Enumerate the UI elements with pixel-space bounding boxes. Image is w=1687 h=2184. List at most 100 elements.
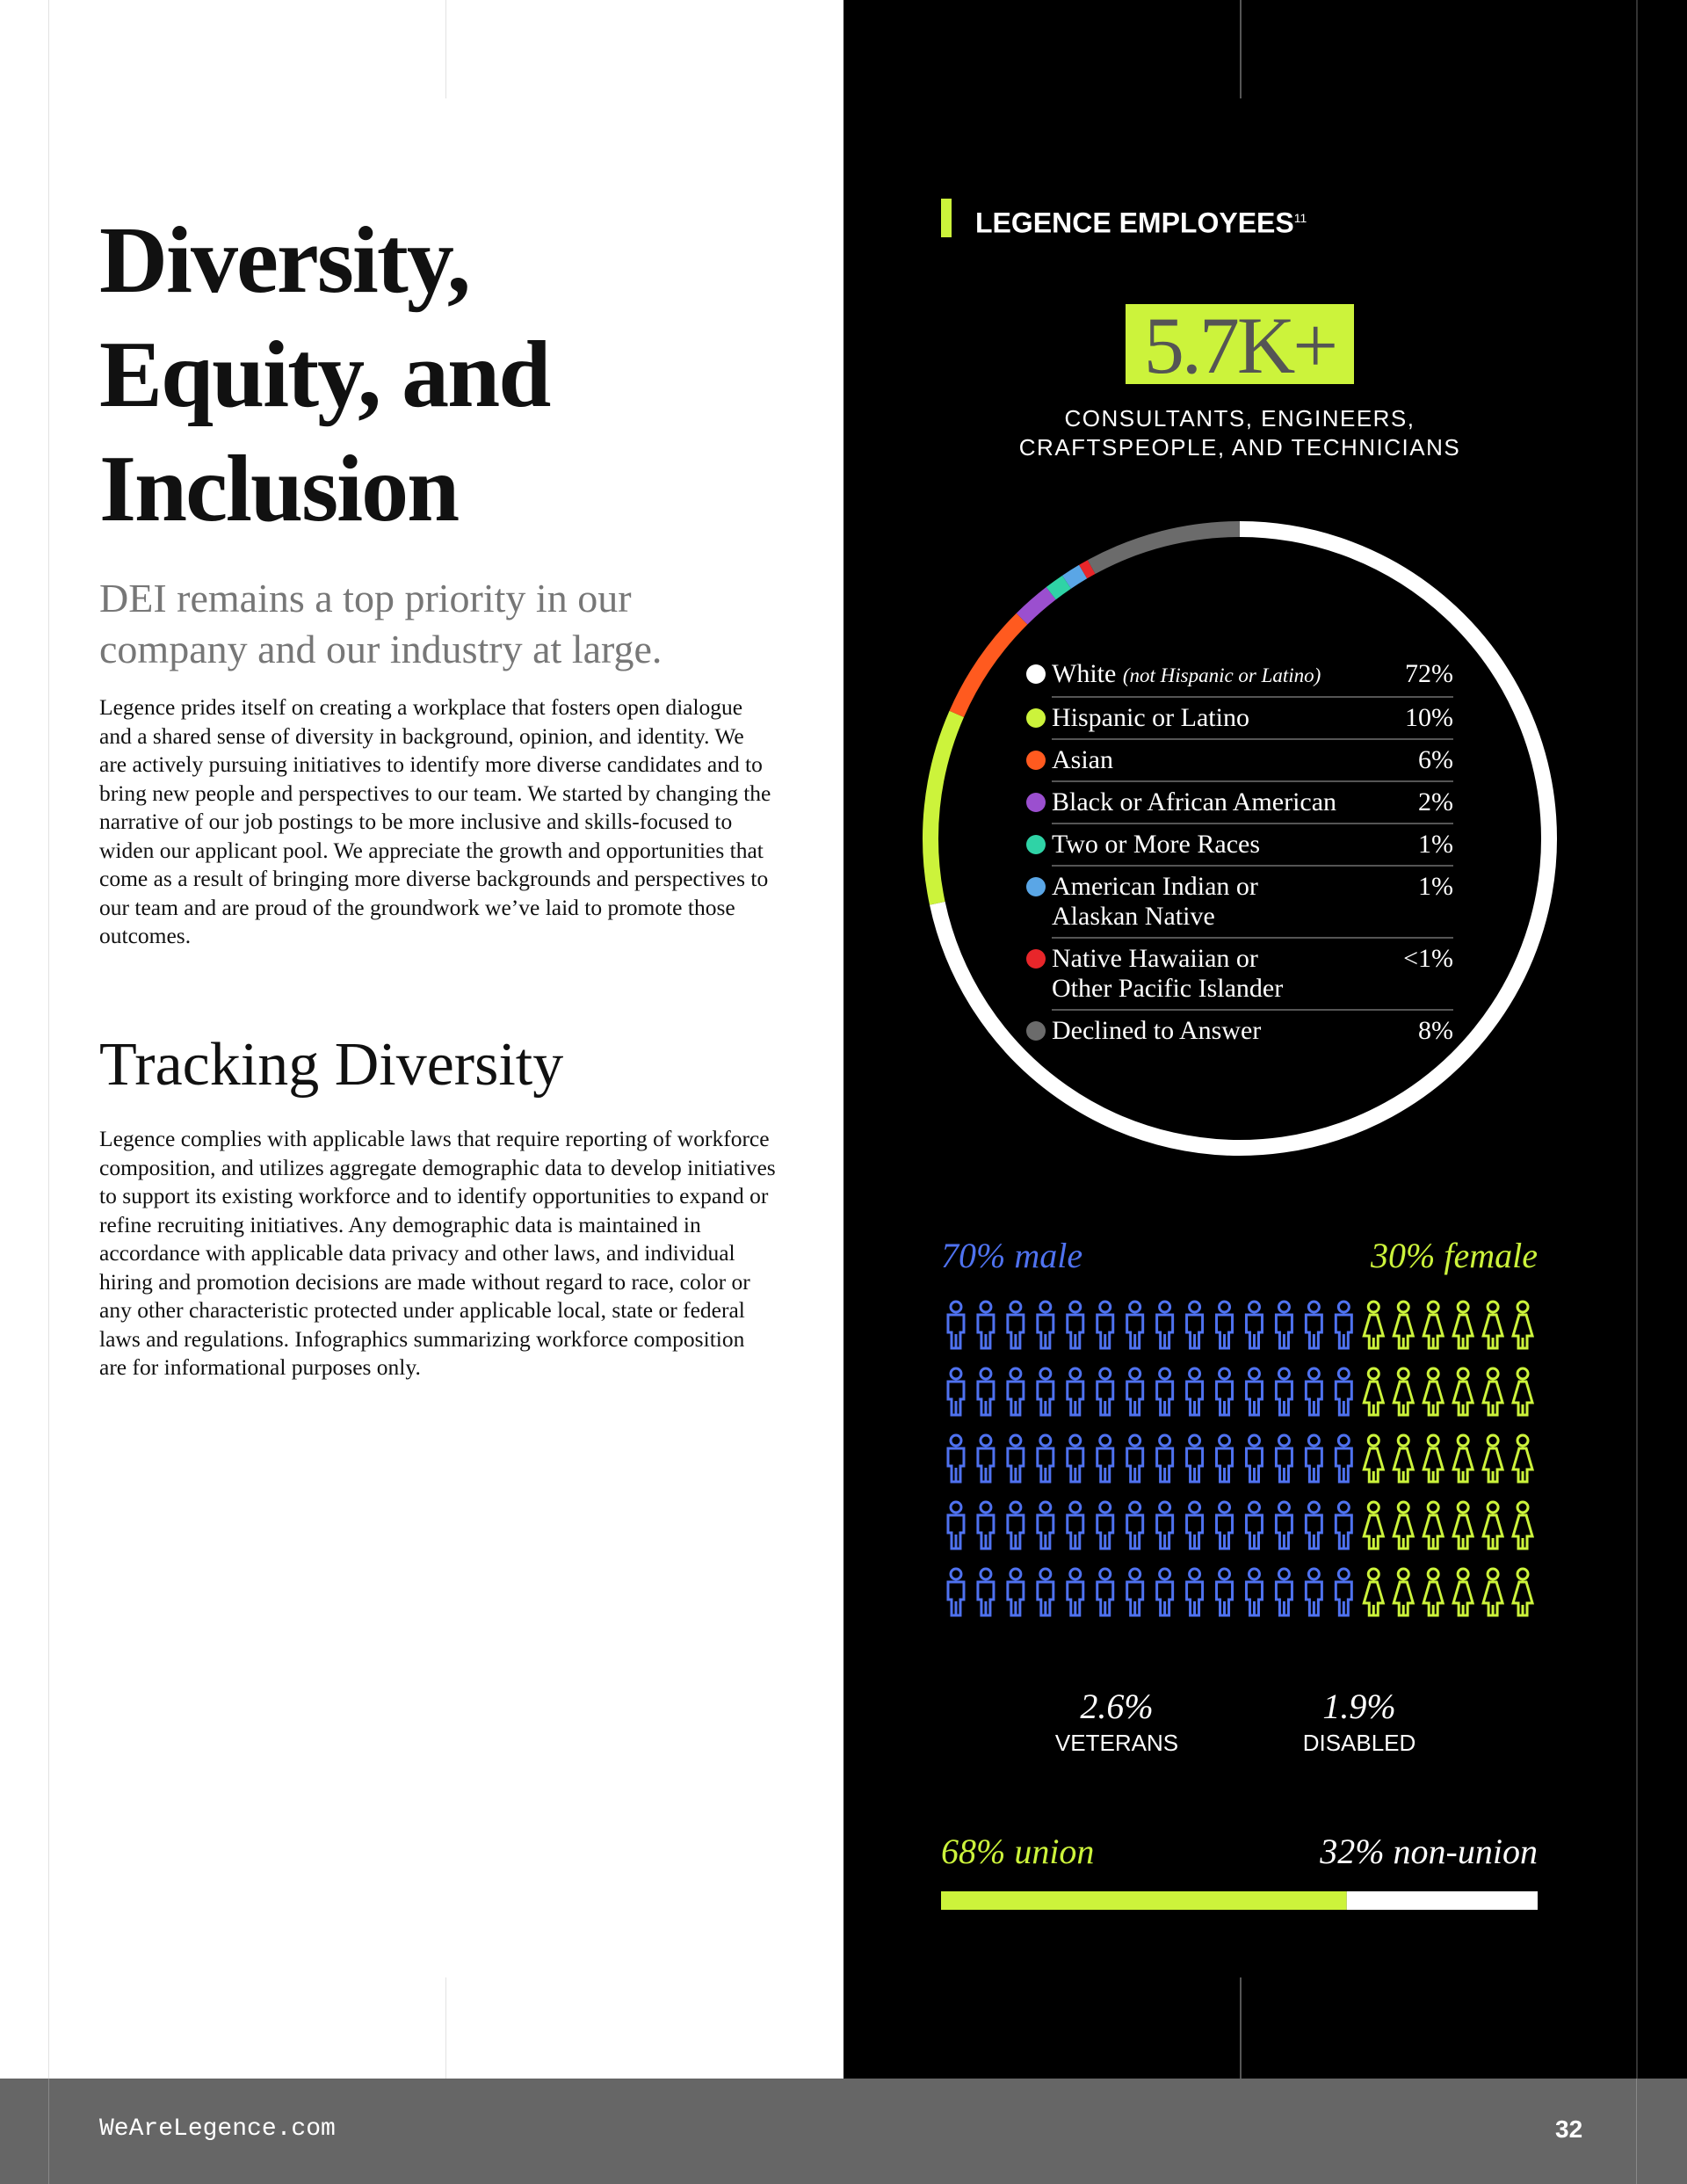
icon-head	[1307, 1433, 1321, 1448]
icon-head	[1039, 1433, 1053, 1448]
male-icon	[946, 1500, 966, 1550]
male-icon	[1096, 1433, 1115, 1484]
icon-body	[1334, 1513, 1353, 1550]
icon-head	[1426, 1300, 1440, 1314]
legend-name: Two or More Races	[1052, 830, 1418, 860]
footer-url[interactable]: WeAreLegence.com	[99, 2115, 336, 2143]
icon-head	[1039, 1567, 1053, 1581]
icon-head	[1456, 1300, 1470, 1314]
male-icon	[1215, 1367, 1234, 1417]
icon-body	[1185, 1580, 1205, 1617]
male-icon	[1036, 1300, 1055, 1350]
male-icon	[1215, 1433, 1234, 1484]
icon-body	[1215, 1380, 1234, 1417]
icon-head	[1039, 1300, 1053, 1314]
icon-head	[1068, 1367, 1082, 1381]
icon-body	[1422, 1513, 1445, 1550]
section-text: Legence complies with applicable laws th…	[99, 1126, 776, 1380]
female-icon	[1392, 1367, 1415, 1417]
female-icon	[1481, 1567, 1505, 1617]
legend-dot	[1026, 877, 1046, 896]
male-icon	[1334, 1300, 1353, 1350]
icon-body	[1244, 1447, 1263, 1484]
female-icon	[1422, 1367, 1445, 1417]
female-icon	[1511, 1500, 1535, 1550]
icon-head	[1336, 1567, 1350, 1581]
male-icon	[1274, 1300, 1293, 1350]
icon-body	[1481, 1380, 1505, 1417]
panel-heading: LEGENCE EMPLOYEES11	[975, 200, 1307, 241]
female-icon	[1362, 1433, 1386, 1484]
icon-head	[1307, 1300, 1321, 1314]
icon-head	[1128, 1300, 1142, 1314]
stat: 1.9% DISABLED	[1271, 1686, 1447, 1758]
female-icon	[1511, 1367, 1535, 1417]
icon-body	[1006, 1580, 1025, 1617]
icon-head	[1396, 1500, 1410, 1514]
heading-bar	[941, 199, 952, 237]
female-icon	[1452, 1500, 1475, 1550]
legend-dot	[1026, 708, 1046, 728]
footnote: 11	[1293, 211, 1307, 225]
female-icon	[1481, 1433, 1505, 1484]
intro-text: Legence prides itself on creating a work…	[99, 694, 771, 948]
guide-line	[445, 0, 446, 98]
legend-dot	[1026, 1021, 1046, 1041]
legend-value: 1%	[1418, 830, 1453, 859]
subtitle: DEI remains a top priority in our compan…	[99, 576, 662, 671]
legend-label: Hispanic or Latino	[1052, 703, 1249, 732]
icon-body	[1274, 1313, 1293, 1350]
icon-body	[1511, 1380, 1535, 1417]
icon-head	[1128, 1367, 1142, 1381]
male-icon	[1006, 1433, 1025, 1484]
male-icon	[946, 1300, 966, 1350]
icon-head	[1307, 1367, 1321, 1381]
legend-name: Hispanic or Latino	[1052, 703, 1405, 733]
male-icon	[1334, 1500, 1353, 1550]
icon-body	[1185, 1513, 1205, 1550]
icon-head	[1426, 1500, 1440, 1514]
icon-body	[946, 1313, 966, 1350]
icon-head	[1128, 1433, 1142, 1448]
icon-body	[1422, 1580, 1445, 1617]
icon-head	[1486, 1300, 1500, 1314]
male-icon	[1126, 1433, 1145, 1484]
female-icon	[1392, 1433, 1415, 1484]
icon-body	[1362, 1580, 1386, 1617]
icon-body	[1274, 1447, 1293, 1484]
icon-head	[1158, 1367, 1172, 1381]
icon-body	[1452, 1513, 1475, 1550]
male-icon	[1304, 1500, 1323, 1550]
icon-body	[1334, 1580, 1353, 1617]
icon-head	[1218, 1300, 1232, 1314]
legend-dot	[1026, 793, 1046, 812]
icon-head	[1277, 1433, 1291, 1448]
icon-body	[1334, 1380, 1353, 1417]
icon-body	[946, 1513, 966, 1550]
icon-body	[1215, 1447, 1234, 1484]
legend-dot	[1026, 751, 1046, 770]
icon-body	[1362, 1513, 1386, 1550]
male-icon	[1066, 1300, 1085, 1350]
legend-name: Black or African American	[1052, 787, 1418, 817]
icon-head	[1516, 1367, 1530, 1381]
male-icon	[1096, 1500, 1115, 1550]
legend-item: Asian 6%	[1026, 740, 1453, 782]
icon-head	[1218, 1367, 1232, 1381]
legend-name: Native Hawaiian or Other Pacific Islande…	[1052, 944, 1403, 1004]
stat-label: DISABLED	[1302, 1730, 1416, 1756]
male-icon	[1155, 1433, 1175, 1484]
male-icon	[1215, 1567, 1234, 1617]
icon-body	[946, 1447, 966, 1484]
bar-label: 68% union	[941, 1832, 1094, 1871]
icon-head	[1039, 1367, 1053, 1381]
icon-head	[1158, 1567, 1172, 1581]
icon-body	[1511, 1313, 1535, 1350]
icon-body	[1066, 1580, 1085, 1617]
legend-value: 2%	[1418, 787, 1453, 816]
icon-body	[1096, 1513, 1115, 1550]
legend-text: Native Hawaiian or Other Pacific Islande…	[1052, 944, 1453, 1011]
icon-head	[949, 1567, 963, 1581]
icon-body	[1304, 1380, 1323, 1417]
